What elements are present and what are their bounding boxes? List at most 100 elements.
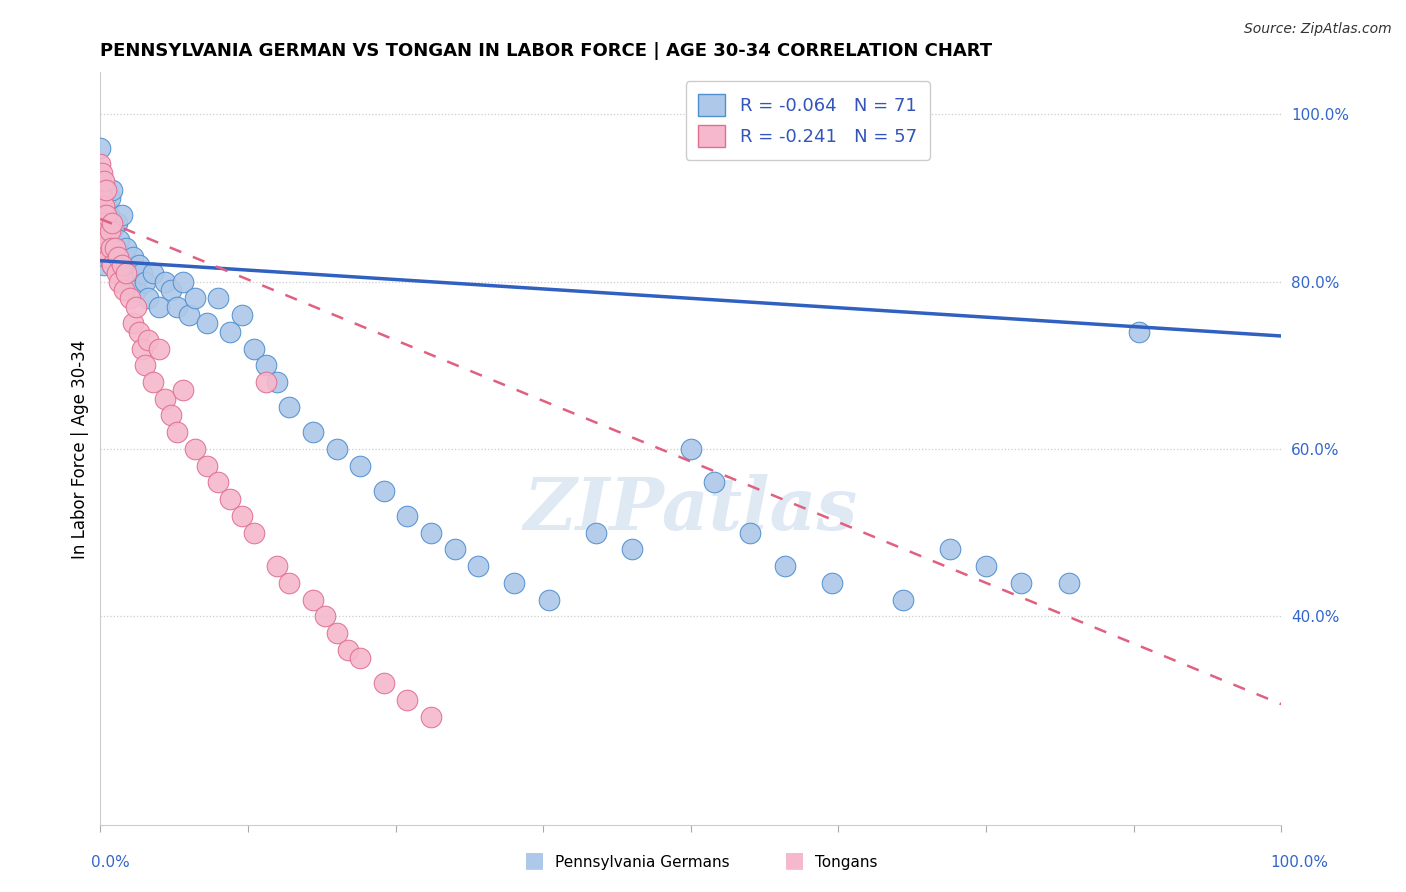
Point xyxy=(254,358,277,372)
Point xyxy=(219,325,242,339)
Point xyxy=(91,208,114,222)
Point xyxy=(136,333,159,347)
Point xyxy=(502,575,524,590)
Point xyxy=(160,409,183,423)
Point xyxy=(89,208,111,222)
Point xyxy=(738,525,761,540)
Point xyxy=(207,291,229,305)
Point xyxy=(278,575,301,590)
Text: Source: ZipAtlas.com: Source: ZipAtlas.com xyxy=(1244,22,1392,37)
Point xyxy=(93,258,115,272)
Point xyxy=(325,442,347,456)
Point xyxy=(195,317,218,331)
Point xyxy=(101,258,124,272)
Point xyxy=(142,266,165,280)
Point xyxy=(110,208,132,222)
Point xyxy=(155,275,177,289)
Point xyxy=(184,291,207,305)
Text: 100.0%: 100.0% xyxy=(1271,855,1329,870)
Point xyxy=(96,208,118,222)
Point xyxy=(122,317,145,331)
Point xyxy=(100,241,122,255)
Point xyxy=(420,709,443,723)
Point xyxy=(148,342,170,356)
Point xyxy=(97,250,120,264)
Point xyxy=(125,283,148,297)
Point xyxy=(112,283,135,297)
Point xyxy=(110,258,132,272)
Point xyxy=(243,342,266,356)
Point xyxy=(195,458,218,473)
Point xyxy=(128,258,150,272)
Y-axis label: In Labor Force | Age 30-34: In Labor Force | Age 30-34 xyxy=(72,339,89,558)
Point xyxy=(125,300,148,314)
Point xyxy=(131,266,153,280)
Point xyxy=(94,216,117,230)
Point xyxy=(585,525,607,540)
Point xyxy=(1010,575,1032,590)
Point xyxy=(96,250,118,264)
Point xyxy=(115,266,138,280)
Point xyxy=(1128,325,1150,339)
Point xyxy=(108,275,131,289)
Point xyxy=(166,300,188,314)
Point xyxy=(122,250,145,264)
Point xyxy=(112,258,135,272)
Point xyxy=(89,183,111,197)
Point xyxy=(105,216,128,230)
Point xyxy=(128,325,150,339)
Point xyxy=(93,216,115,230)
Point xyxy=(89,208,111,222)
Point xyxy=(939,542,962,557)
Point xyxy=(1057,575,1080,590)
Point xyxy=(314,609,336,624)
Point xyxy=(94,241,117,255)
Point xyxy=(172,275,194,289)
Point xyxy=(96,199,118,213)
Text: Tongans: Tongans xyxy=(815,855,877,870)
Point xyxy=(207,475,229,490)
Point xyxy=(103,241,125,255)
Point xyxy=(302,592,325,607)
Point xyxy=(349,458,371,473)
Point xyxy=(177,308,200,322)
Point xyxy=(773,559,796,574)
Point xyxy=(107,250,129,264)
Point xyxy=(103,241,125,255)
Point xyxy=(93,174,115,188)
Point xyxy=(91,241,114,255)
Point xyxy=(118,291,141,305)
Point xyxy=(89,224,111,238)
Point xyxy=(396,693,419,707)
Point xyxy=(134,275,156,289)
Text: ■: ■ xyxy=(524,850,544,870)
Point xyxy=(679,442,702,456)
Legend: R = -0.064   N = 71, R = -0.241   N = 57: R = -0.064 N = 71, R = -0.241 N = 57 xyxy=(686,81,929,160)
Point xyxy=(155,392,177,406)
Point xyxy=(96,183,118,197)
Point xyxy=(148,300,170,314)
Point xyxy=(974,559,997,574)
Point xyxy=(266,559,288,574)
Point xyxy=(821,575,844,590)
Point xyxy=(349,651,371,665)
Point xyxy=(302,425,325,440)
Point xyxy=(219,492,242,507)
Point xyxy=(89,174,111,188)
Point xyxy=(254,375,277,389)
Point xyxy=(396,508,419,523)
Point xyxy=(96,224,118,238)
Point xyxy=(98,224,121,238)
Point xyxy=(90,166,112,180)
Point xyxy=(160,283,183,297)
Point xyxy=(172,384,194,398)
Point xyxy=(105,266,128,280)
Point xyxy=(266,375,288,389)
Point xyxy=(94,183,117,197)
Point xyxy=(231,308,253,322)
Point xyxy=(98,241,121,255)
Point xyxy=(136,291,159,305)
Point xyxy=(118,275,141,289)
Point xyxy=(467,559,489,574)
Point xyxy=(115,241,138,255)
